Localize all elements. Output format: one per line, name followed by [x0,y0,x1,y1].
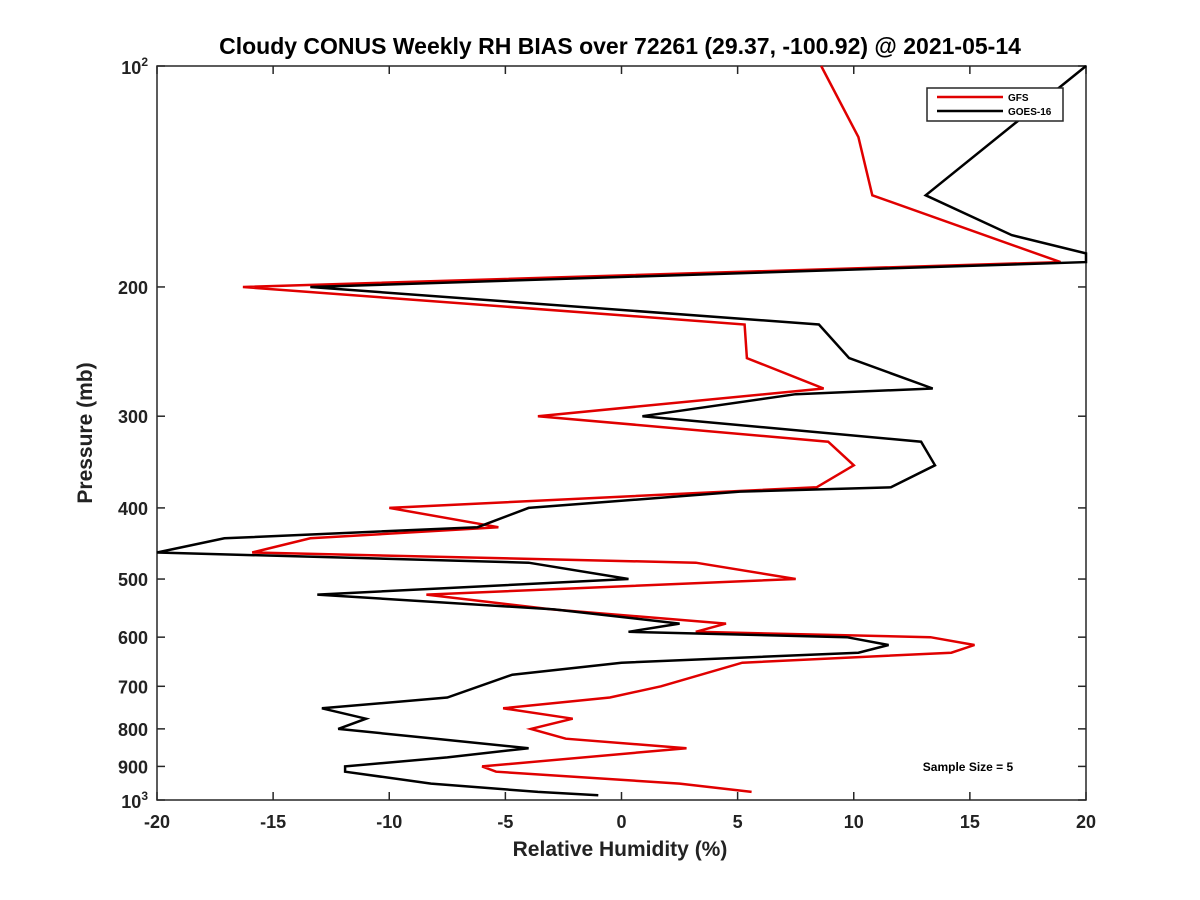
x-axis-label: Relative Humidity (%) [513,838,728,861]
legend[interactable]: GFS GOES-16 [926,87,1064,122]
x-tick-label: 0 [616,812,626,832]
y-axis-label: Pressure (mb) [74,362,97,503]
series-layer [156,65,1088,797]
x-tick-label: -20 [144,812,170,832]
y-tick-label: 700 [118,677,148,697]
y-tick-label-power: 103 [121,789,148,812]
y-tick-label: 800 [118,720,148,740]
y-tick-exponent: 3 [141,789,148,803]
y-tick-label-power: 102 [121,55,148,78]
y-tick-label: 600 [118,628,148,648]
plot-frame [156,65,1087,801]
y-tick-label: 500 [118,570,148,590]
plot-area: -20 -15 -10 -5 0 5 10 15 20 10220030040050060070… [118,55,1096,832]
x-tick-label: -10 [376,812,402,832]
x-tick-label: -5 [497,812,513,832]
y-tick-base: 10 [121,58,141,78]
y-tick-base: 10 [121,792,141,812]
legend-label-gfs: GFS [1008,93,1029,104]
y-tick-label: 400 [118,499,148,519]
y-tick-label: 900 [118,757,148,777]
y-tick-exponent: 2 [141,55,148,69]
x-tick-label: 15 [960,812,980,832]
x-tick-label: -15 [260,812,286,832]
x-tick-label: 20 [1076,812,1096,832]
legend-label-goes16: GOES-16 [1008,107,1052,118]
x-tick-label: 10 [844,812,864,832]
y-tick-label: 200 [118,278,148,298]
series-line-gfs [242,65,1061,794]
legend-box [926,87,1064,122]
x-tick-label: 5 [733,812,743,832]
x-axis-ticks: -20 -15 -10 -5 0 5 10 15 20 [144,66,1096,832]
sample-size-annotation: Sample Size = 5 [923,760,1014,774]
y-tick-label: 300 [118,407,148,427]
series-line-goes16 [156,65,1088,797]
chart-title: Cloudy CONUS Weekly RH BIAS over 72261 (… [219,33,1021,59]
